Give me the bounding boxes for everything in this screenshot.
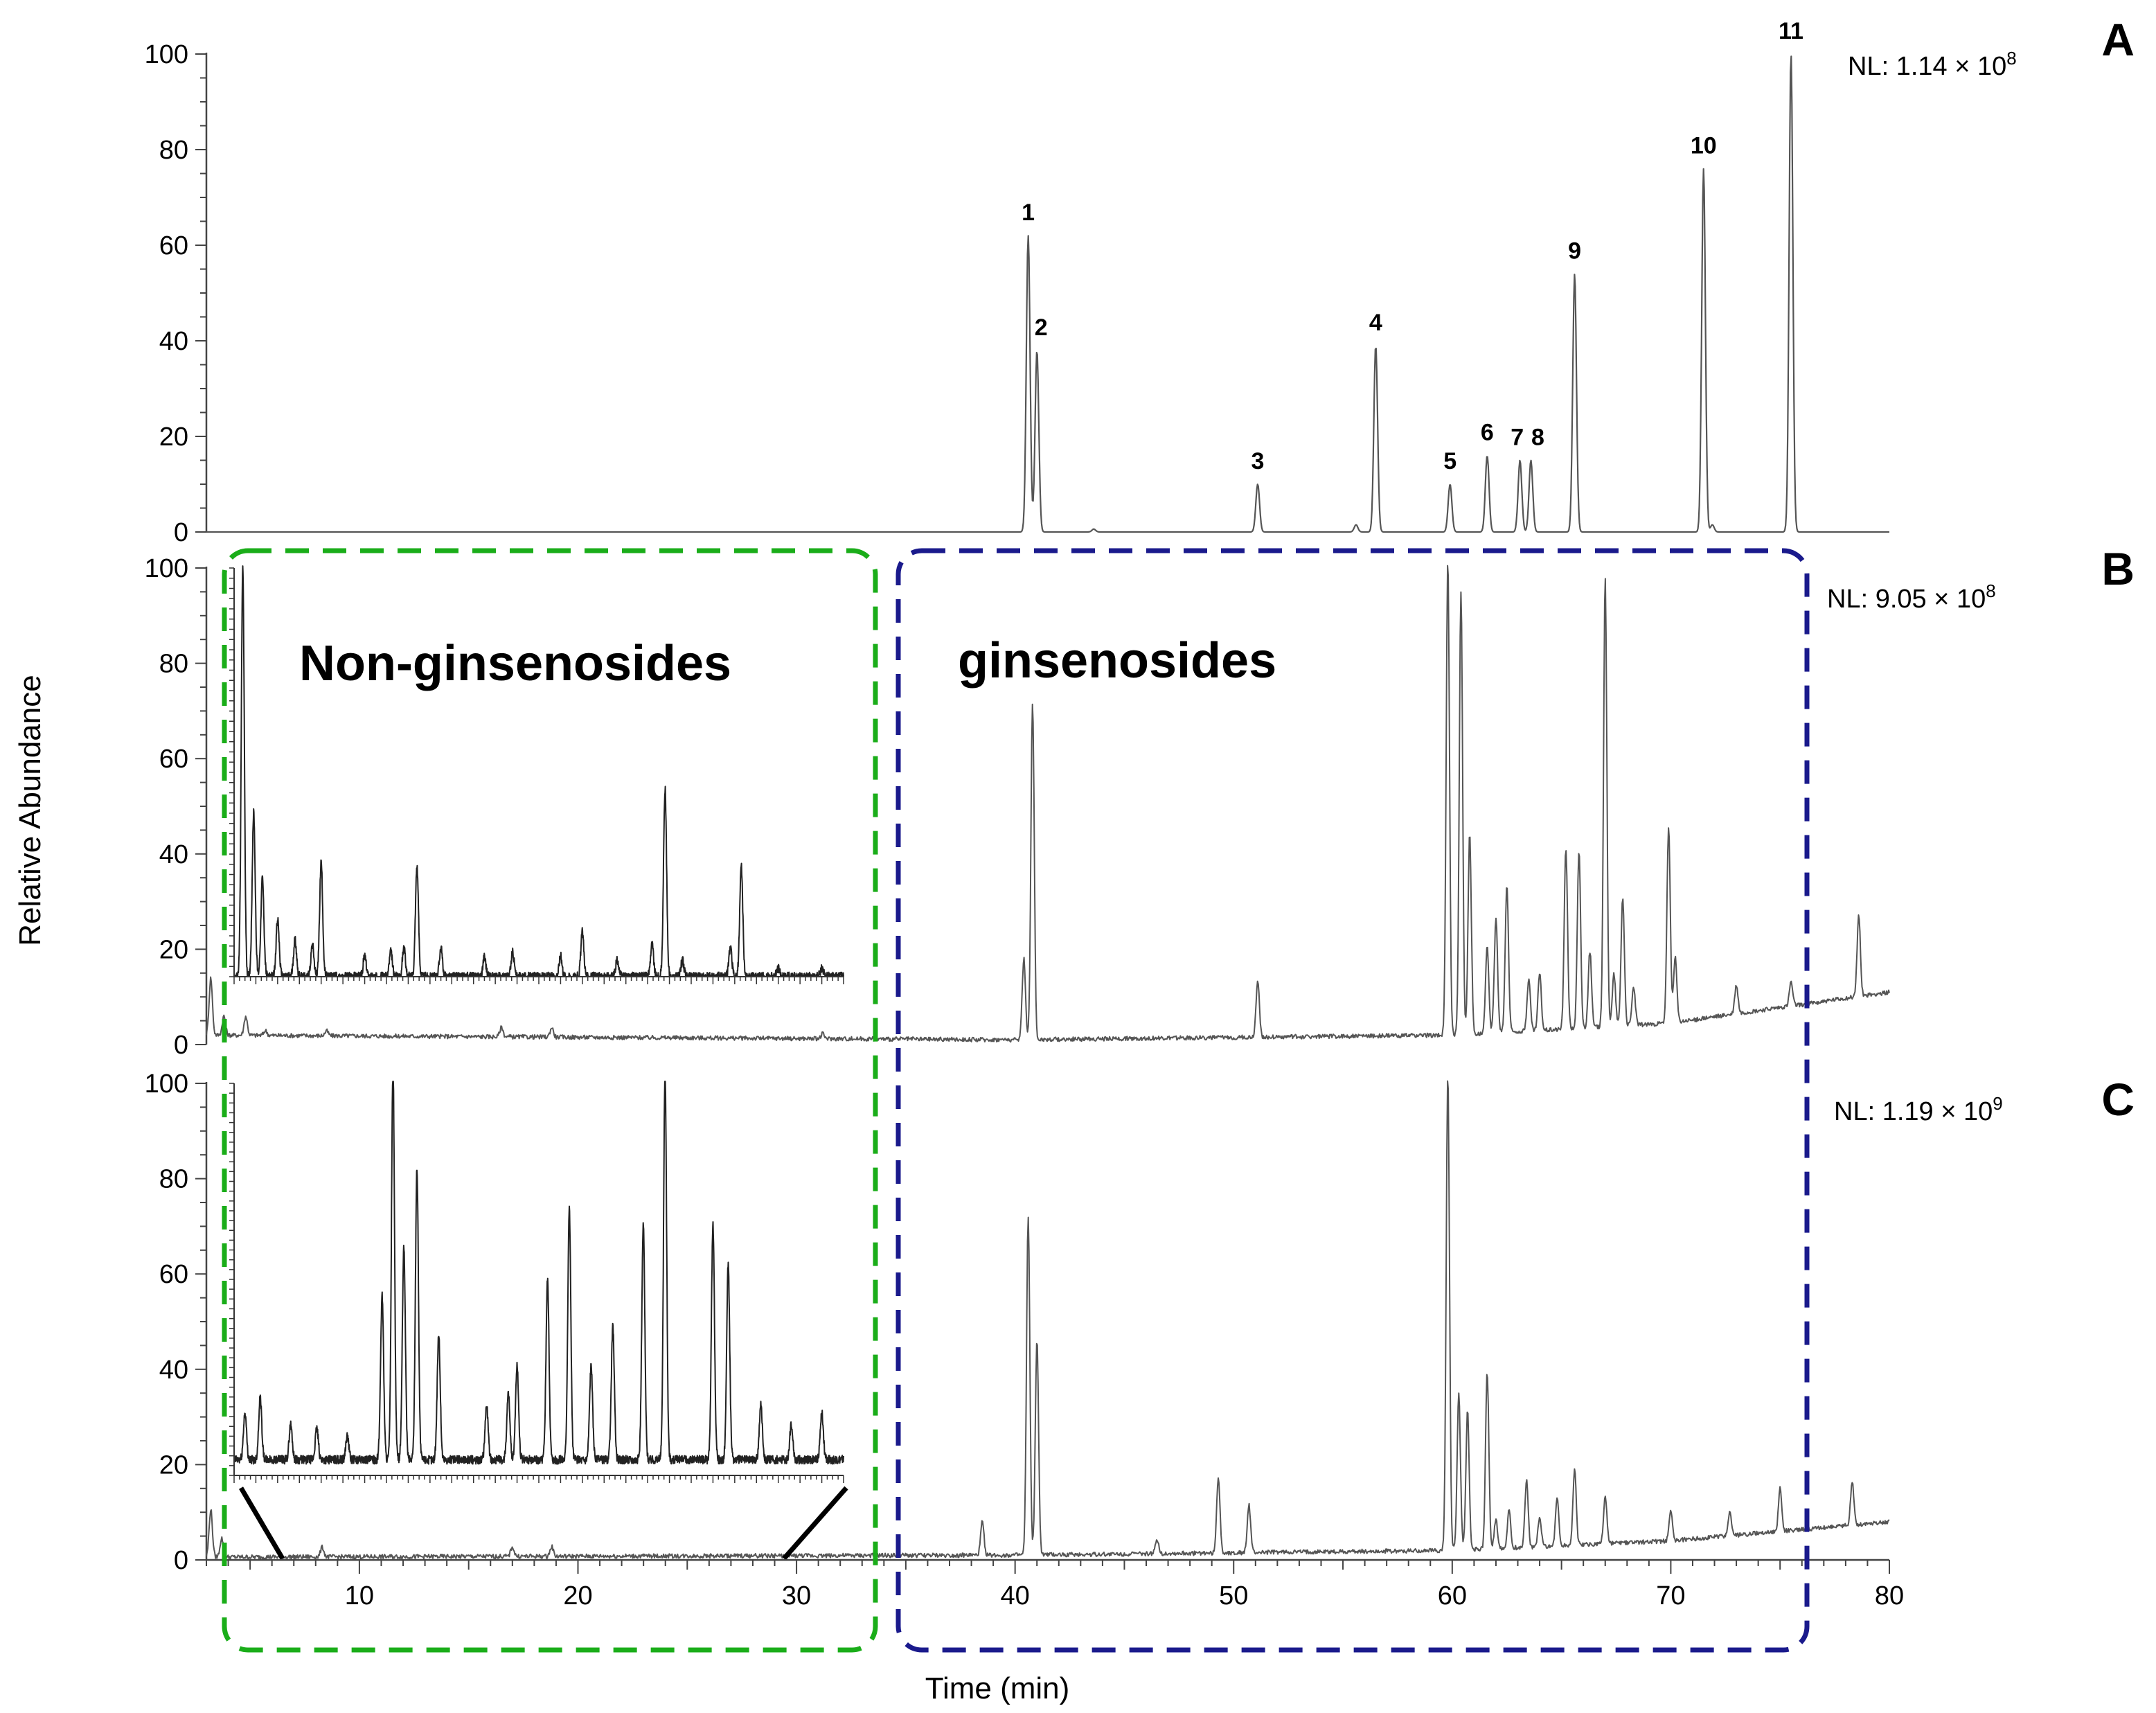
y-axis-title: Relative Abundance <box>13 675 47 946</box>
y-tick-label: 0 <box>174 518 188 547</box>
x-tick-label: 20 <box>563 1581 592 1610</box>
y-tick-label: 40 <box>159 327 188 356</box>
panel-a-nl-text: NL: 1.14 × 10 <box>1848 52 2006 81</box>
panel-c: 0 20 40 60 80 100 C NL: 1.19 × 109 <box>145 1069 2135 1575</box>
peak-label-10: 10 <box>1691 133 1717 159</box>
y-tick-label: 100 <box>145 554 188 583</box>
panel-b-inset-axes <box>229 567 844 984</box>
peak-label-1: 1 <box>1022 199 1035 226</box>
y-tick-label: 80 <box>159 136 188 165</box>
panel-b-nl-exponent: 8 <box>1986 580 1995 601</box>
inset-connector-right <box>782 1486 848 1561</box>
y-tick-label: 60 <box>159 1260 188 1289</box>
panel-b-nl-label: NL: 9.05 × 108 <box>1827 580 1996 614</box>
peak-label-2: 2 <box>1035 314 1048 341</box>
peak-label-8: 8 <box>1531 425 1544 451</box>
non-ginsenosides-box <box>222 548 878 1653</box>
x-tick-label: 60 <box>1438 1581 1467 1610</box>
panel-b-inset-trace <box>233 565 844 977</box>
panel-c-trace <box>206 1080 1890 1560</box>
peak-label-3: 3 <box>1251 448 1265 474</box>
x-tick-label: 70 <box>1656 1581 1685 1610</box>
peak-label-7: 7 <box>1511 425 1524 451</box>
x-axis-title: Time (min) <box>925 1671 1070 1705</box>
y-tick-label: 80 <box>159 650 188 679</box>
peak-label-5: 5 <box>1443 448 1456 474</box>
panel-b-trace <box>206 565 1890 1043</box>
y-tick-label: 40 <box>159 840 188 869</box>
y-tick-label: 80 <box>159 1165 188 1194</box>
x-tick-label: 80 <box>1875 1581 1904 1610</box>
panel-b: 0 20 40 60 80 100 B NL: 9.05 × 108 <box>145 543 2135 1060</box>
panel-a-nl-label: NL: 1.14 × 108 <box>1848 48 2017 81</box>
ginsenosides-label: ginsenosides <box>958 633 1276 689</box>
peak-label-11: 11 <box>1779 18 1803 44</box>
ginsenosides-box <box>896 548 1810 1653</box>
non-ginsenosides-label: Non-ginsenosides <box>299 636 731 691</box>
inset-connector-left <box>238 1486 285 1560</box>
peak-label-6: 6 <box>1481 420 1494 446</box>
y-tick-label: 20 <box>159 1450 188 1480</box>
y-tick-label: 20 <box>159 935 188 964</box>
panel-letter-b: B <box>2101 543 2135 594</box>
panel-a-y-axis: 0 20 40 60 80 100 <box>145 40 208 547</box>
y-tick-label: 0 <box>174 1546 188 1575</box>
panel-a-nl-exponent: 8 <box>2006 48 2016 69</box>
x-tick-label: 50 <box>1219 1581 1248 1610</box>
y-tick-label: 60 <box>159 745 188 774</box>
y-tick-label: 20 <box>159 423 188 452</box>
panel-a-trace <box>206 55 1890 533</box>
panel-letter-a: A <box>2101 14 2135 65</box>
y-tick-label: 60 <box>159 231 188 260</box>
x-tick-label: 30 <box>782 1581 811 1610</box>
x-tick-label: 10 <box>345 1581 374 1610</box>
y-tick-label: 100 <box>145 40 188 69</box>
x-axis: 10 20 30 40 50 60 70 80 <box>206 1559 1904 1610</box>
peak-label-4: 4 <box>1369 310 1382 336</box>
panel-c-inset-trace <box>233 1081 844 1465</box>
peak-label-9: 9 <box>1568 238 1581 264</box>
panel-a-peak-labels: 1 2 3 4 56 7 8 9 10 11 <box>1022 18 1803 474</box>
panel-c-inset <box>229 1081 844 1483</box>
panel-c-nl-exponent: 9 <box>1993 1093 2002 1114</box>
panel-b-inset <box>229 565 844 984</box>
y-tick-label: 100 <box>145 1069 188 1099</box>
panel-b-y-axis: 0 20 40 60 80 100 <box>145 554 208 1060</box>
panel-c-y-axis: 0 20 40 60 80 100 <box>145 1069 208 1575</box>
panel-letter-c: C <box>2101 1074 2135 1125</box>
y-tick-label: 0 <box>174 1031 188 1060</box>
panel-c-inset-axes <box>229 1083 844 1483</box>
y-tick-label: 40 <box>159 1356 188 1385</box>
panel-c-nl-label: NL: 1.19 × 109 <box>1834 1093 2003 1126</box>
panel-c-nl-text: NL: 1.19 × 10 <box>1834 1097 1993 1126</box>
panel-b-nl-text: NL: 9.05 × 10 <box>1827 585 1986 614</box>
x-tick-label: 40 <box>1001 1581 1030 1610</box>
